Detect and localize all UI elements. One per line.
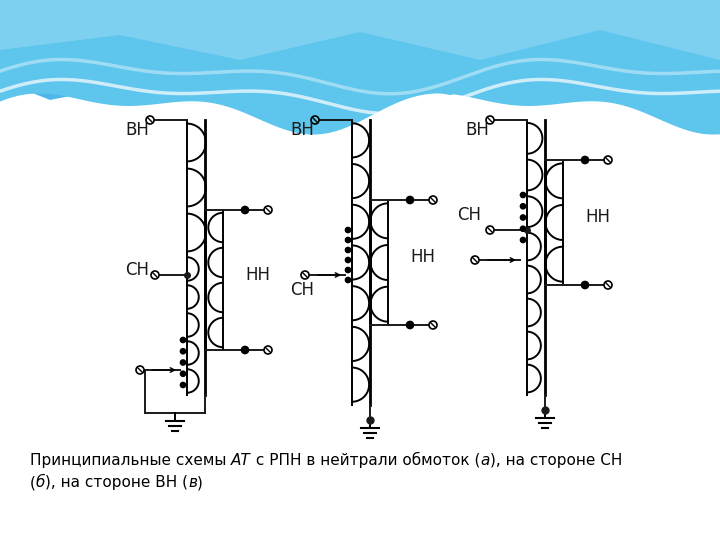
Text: ВН: ВН	[290, 121, 314, 139]
Text: Принципиальные схемы: Принципиальные схемы	[30, 453, 231, 468]
Text: в: в	[188, 475, 197, 490]
Circle shape	[521, 238, 526, 242]
Circle shape	[346, 227, 351, 233]
Circle shape	[346, 278, 351, 282]
Circle shape	[241, 347, 248, 354]
Circle shape	[241, 206, 248, 213]
Circle shape	[181, 382, 186, 388]
Text: ), на стороне ВН (: ), на стороне ВН (	[45, 475, 188, 490]
Text: ): )	[197, 475, 203, 490]
Text: АТ: АТ	[231, 453, 251, 468]
Circle shape	[181, 338, 186, 342]
Polygon shape	[0, 0, 720, 100]
Text: б: б	[36, 475, 45, 490]
Polygon shape	[0, 0, 720, 134]
Text: НН: НН	[585, 208, 610, 226]
Circle shape	[181, 372, 186, 376]
Text: с РПН в нейтрали обмоток (: с РПН в нейтрали обмоток (	[251, 452, 480, 468]
Circle shape	[181, 360, 186, 365]
Circle shape	[521, 204, 526, 209]
Circle shape	[181, 349, 186, 354]
Circle shape	[407, 321, 413, 328]
Text: ), на стороне СН: ), на стороне СН	[490, 453, 622, 468]
Text: СН: СН	[290, 281, 314, 299]
Circle shape	[582, 281, 588, 288]
Circle shape	[521, 192, 526, 198]
Circle shape	[346, 267, 351, 273]
Text: СН: СН	[125, 261, 149, 279]
Text: СН: СН	[457, 206, 481, 224]
Circle shape	[346, 247, 351, 253]
Circle shape	[521, 215, 526, 220]
Text: НН: НН	[245, 266, 270, 284]
Text: НН: НН	[410, 248, 435, 267]
Circle shape	[521, 226, 526, 231]
Circle shape	[407, 197, 413, 204]
Circle shape	[582, 157, 588, 164]
Circle shape	[346, 258, 351, 262]
Text: а: а	[480, 453, 490, 468]
Polygon shape	[0, 0, 720, 60]
Text: (: (	[30, 475, 36, 490]
Text: ВН: ВН	[465, 121, 489, 139]
Text: ВН: ВН	[125, 121, 149, 139]
Circle shape	[346, 238, 351, 242]
